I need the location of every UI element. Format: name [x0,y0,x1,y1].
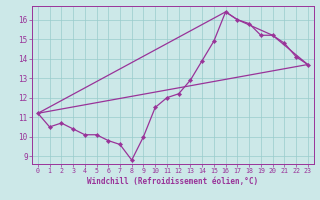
X-axis label: Windchill (Refroidissement éolien,°C): Windchill (Refroidissement éolien,°C) [87,177,258,186]
